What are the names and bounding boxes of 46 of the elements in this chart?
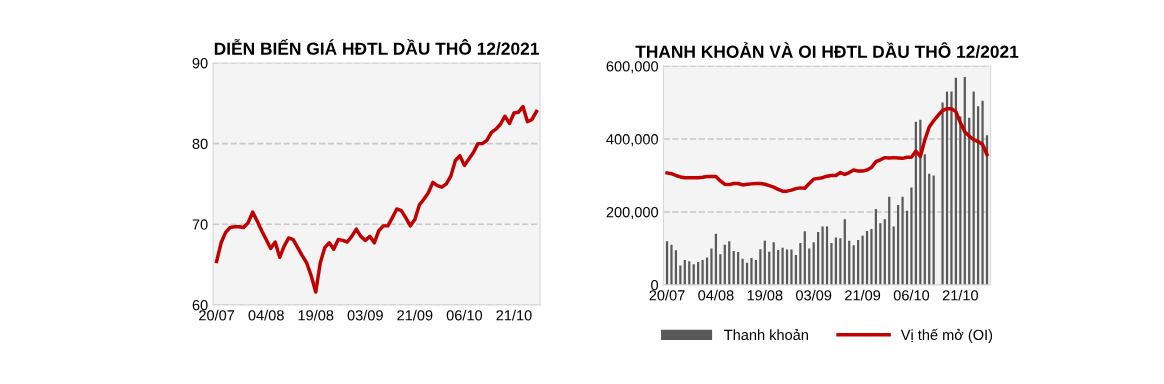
- bar: [710, 248, 713, 285]
- bar: [923, 154, 926, 285]
- x-tick-label: 19/08: [747, 289, 783, 301]
- x-tick-label: 21/10: [496, 309, 532, 321]
- bar: [670, 244, 673, 285]
- bar: [790, 249, 793, 285]
- bar: [950, 91, 953, 285]
- x-tick-label: 21/10: [942, 289, 979, 301]
- x-tick-label: 04/08: [698, 289, 734, 301]
- x-tick-label: 06/10: [893, 289, 930, 301]
- bar: [750, 257, 753, 285]
- x-tick-label: 06/10: [446, 309, 483, 321]
- x-tick-label: 20/07: [199, 309, 235, 321]
- bar: [870, 229, 873, 285]
- bar: [701, 260, 704, 285]
- y-tick-label: 200,000: [606, 207, 659, 220]
- bar: [941, 102, 944, 285]
- y-tick-label: 600,000: [606, 61, 659, 74]
- bar: [901, 196, 904, 285]
- x-tick-label: 20/07: [649, 289, 685, 301]
- x-tick-label: 21/09: [845, 289, 881, 301]
- chart-title: DIỄN BIẾN GIÁ HĐTL DẦU THÔ 12/2021: [214, 39, 539, 55]
- y-tick-label: 60: [192, 300, 208, 311]
- y-tick-label: 90: [192, 58, 208, 69]
- legend-label: Thanh khoản: [724, 329, 808, 341]
- bar: [932, 175, 935, 285]
- line-series: [665, 106, 989, 193]
- bar: [861, 235, 864, 285]
- bar: [981, 100, 984, 285]
- y-tick-label: 0: [651, 280, 659, 291]
- bar: [821, 226, 824, 285]
- x-tick-label: 03/09: [347, 309, 383, 321]
- x-tick-label: 19/08: [298, 309, 334, 321]
- bar: [830, 242, 833, 285]
- chart-title: THANH KHOẢN VÀ OI HĐTL DẦU THÔ 12/2021: [635, 42, 1019, 59]
- bar: [781, 247, 784, 285]
- y-tick-label: 80: [192, 138, 208, 150]
- x-tick-label: 21/09: [397, 309, 433, 321]
- legend-label: Vị thế mở (OI): [900, 328, 993, 343]
- x-tick-label: 03/09: [796, 289, 832, 301]
- bar: [741, 258, 744, 285]
- y-tick-label: 400,000: [606, 134, 659, 147]
- x-tick-label: 04/08: [248, 309, 284, 321]
- line-series: [214, 104, 539, 294]
- bar: [910, 187, 913, 285]
- y-tick-label: 70: [192, 219, 208, 230]
